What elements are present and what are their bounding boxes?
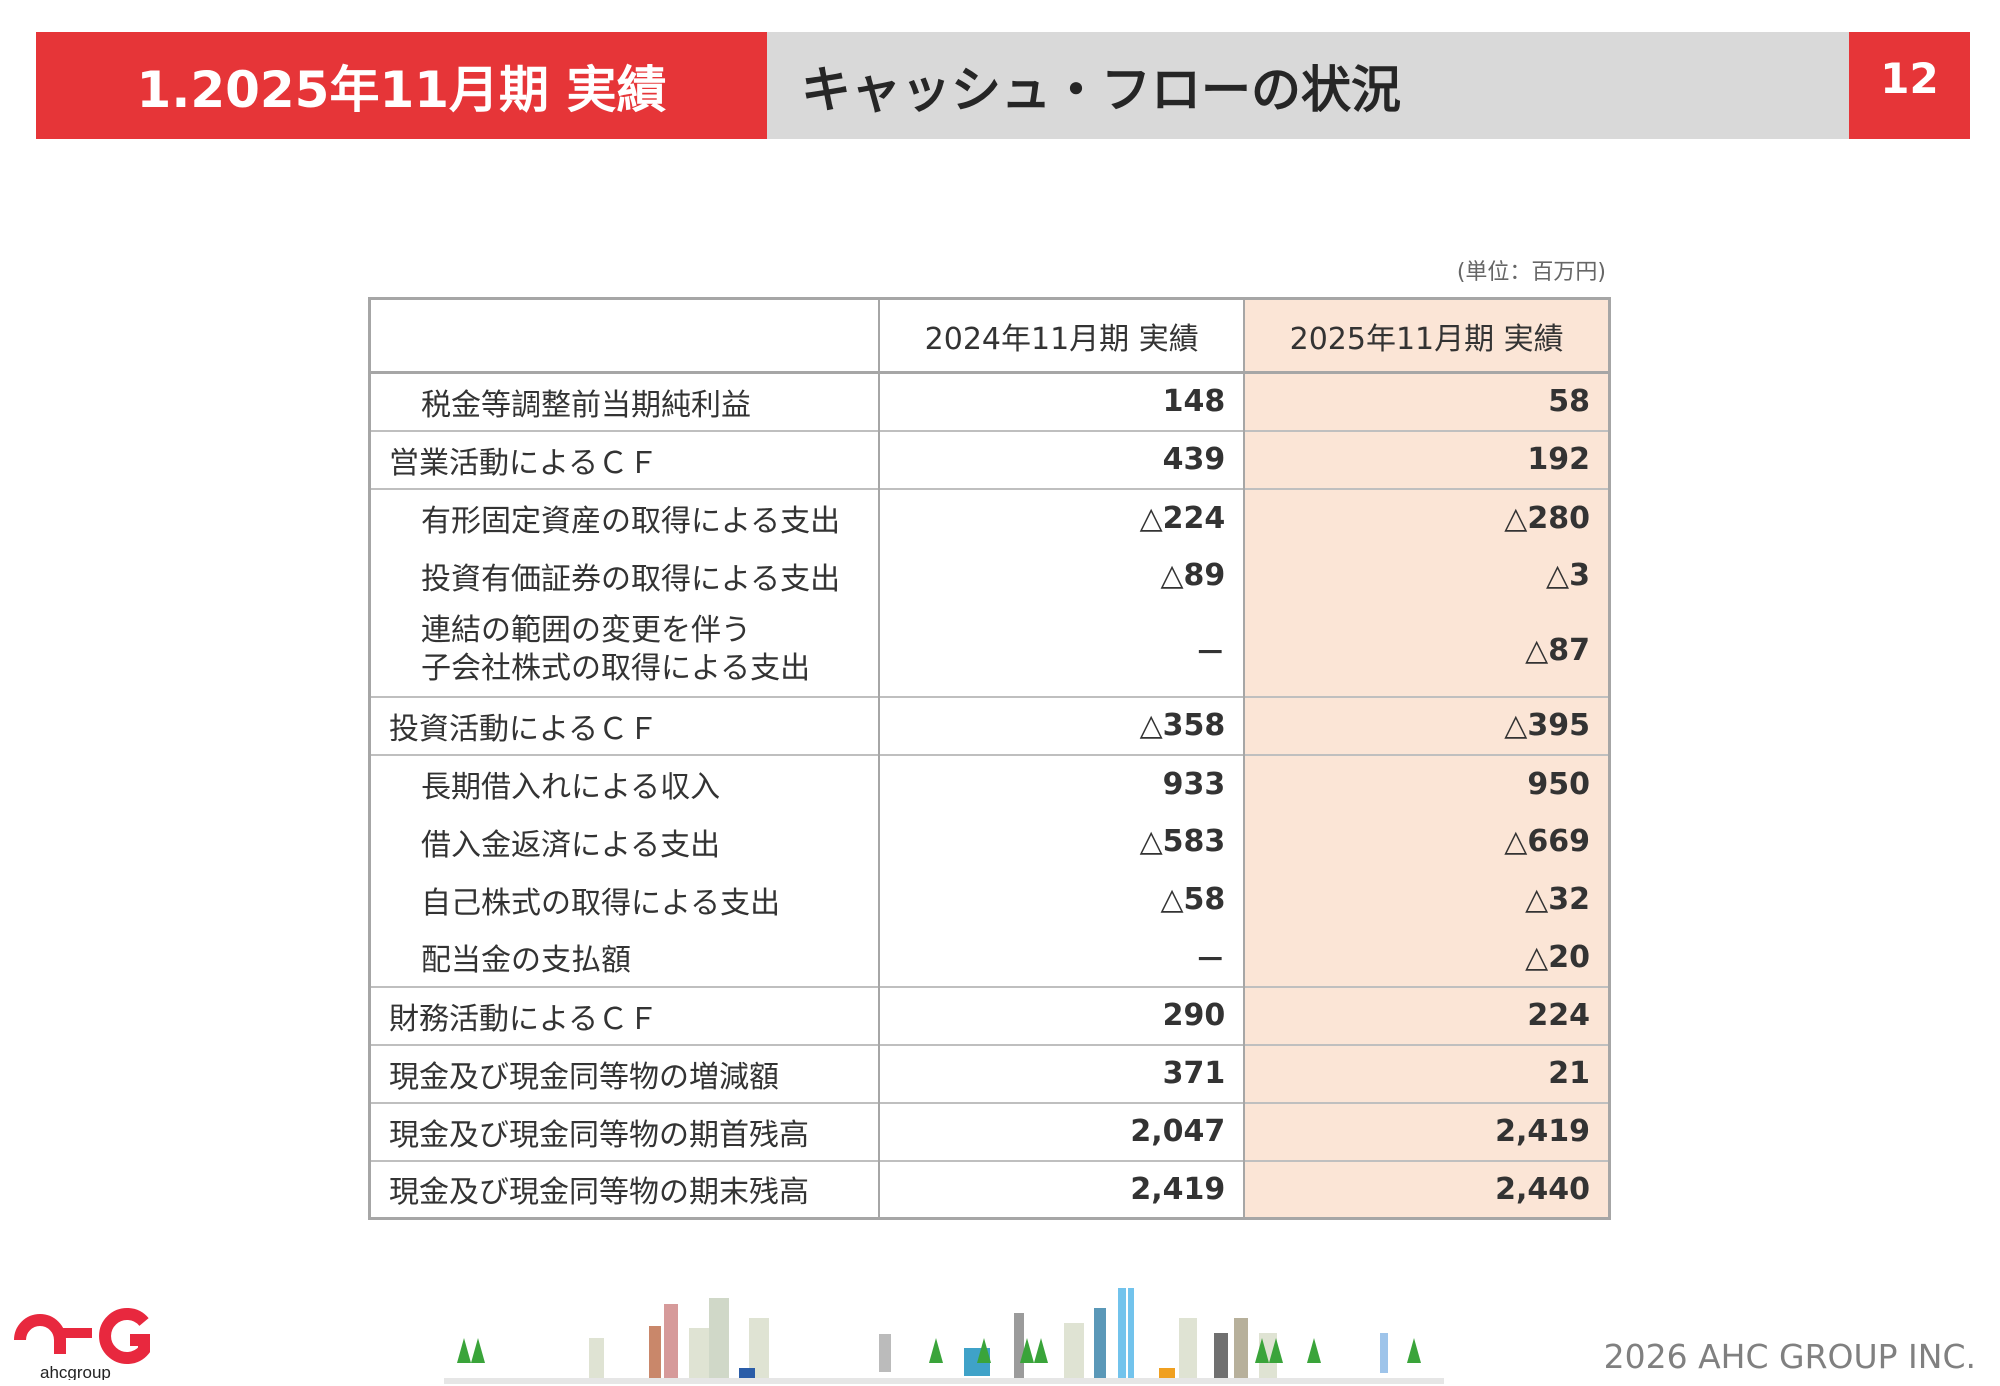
- value-2024: △358: [878, 695, 1246, 755]
- value-2024: 148: [878, 371, 1246, 431]
- value-2025: △669: [1243, 812, 1611, 871]
- table-row: 税金等調整前当期純利益 148 58: [368, 371, 1611, 431]
- value-2024: －: [878, 928, 1246, 987]
- copyright: 2026 AHC GROUP INC.: [1603, 1337, 1976, 1376]
- header-2025: 2025年11月期 実績: [1243, 298, 1611, 374]
- table-row: 現金及び現金同等物の期首残高 2,047 2,419: [368, 1101, 1611, 1161]
- row-label: 配当金の支払額: [368, 928, 881, 987]
- table-row: 連結の範囲の変更を伴う 子会社株式の取得による支出－ △87: [368, 604, 1611, 697]
- row-label: 投資有価証券の取得による支出: [368, 546, 881, 605]
- page-number: 12: [1849, 32, 1970, 139]
- row-label: 借入金返済による支出: [368, 812, 881, 871]
- value-2025: △20: [1243, 928, 1611, 987]
- value-2024: 2,419: [878, 1159, 1246, 1219]
- table-row: 財務活動によるＣＦ 290 224: [368, 985, 1611, 1045]
- row-label-text: 現金及び現金同等物の増減額: [389, 1059, 779, 1095]
- ahc-logo: ahcgroup: [14, 1308, 150, 1380]
- value-2025: 950: [1243, 753, 1611, 813]
- table-row: 有形固定資産の取得による支出 △224 △280: [368, 487, 1611, 547]
- row-label-text: 現金及び現金同等物の期首残高: [389, 1117, 809, 1153]
- row-label-text: 連結の範囲の変更を伴う: [421, 613, 751, 648]
- table-row: 借入金返済による支出 △583 △669: [368, 812, 1611, 871]
- value-2025: △32: [1243, 870, 1611, 929]
- row-label-text: 有形固定資産の取得による支出: [421, 504, 841, 539]
- row-label: 自己株式の取得による支出: [368, 870, 881, 929]
- row-label: 営業活動によるＣＦ: [368, 429, 881, 489]
- table-row: 営業活動によるＣＦ 439 192: [368, 429, 1611, 489]
- section-title: 1.2025年11月期 実績: [36, 32, 767, 139]
- value-2024: △224: [878, 487, 1246, 547]
- row-label-text: 借入金返済による支出: [421, 827, 721, 863]
- cash-flow-table: 2024年11月期 実績 2025年11月期 実績 税金等調整前当期純利益 148…: [368, 297, 1611, 1220]
- row-label-text: 税金等調整前当期純利益: [421, 387, 751, 423]
- value-2024: 2,047: [878, 1101, 1246, 1161]
- row-label: 現金及び現金同等物の期末残高: [368, 1159, 881, 1219]
- header-2024: 2024年11月期 実績: [878, 298, 1246, 374]
- table-row: 現金及び現金同等物の増減額 371 21: [368, 1043, 1611, 1103]
- value-2025: 21: [1243, 1043, 1611, 1103]
- row-label: 税金等調整前当期純利益: [368, 371, 881, 431]
- value-2024: 290: [878, 985, 1246, 1045]
- unit-label: (単位：百万円): [1456, 260, 1606, 285]
- value-2025: 2,440: [1243, 1159, 1611, 1219]
- value-2025: 224: [1243, 985, 1611, 1045]
- value-2024: －: [878, 604, 1246, 697]
- value-2025: △87: [1243, 604, 1611, 697]
- table-row: 長期借入れによる収入 933 950: [368, 753, 1611, 813]
- table-header-row: 2024年11月期 実績 2025年11月期 実績: [368, 298, 1611, 374]
- value-2025: 192: [1243, 429, 1611, 489]
- row-label: 長期借入れによる収入: [368, 753, 881, 813]
- value-2024: 439: [878, 429, 1246, 489]
- value-2024: 933: [878, 753, 1246, 813]
- value-2025: 2,419: [1243, 1101, 1611, 1161]
- table-row: 自己株式の取得による支出 △58 △32: [368, 870, 1611, 929]
- row-label: 投資活動によるＣＦ: [368, 695, 881, 755]
- table-row: 配当金の支払額 － △20: [368, 928, 1611, 987]
- value-2024: △89: [878, 546, 1246, 605]
- row-label: 現金及び現金同等物の期首残高: [368, 1101, 881, 1161]
- value-2025: △280: [1243, 487, 1611, 547]
- row-label-text: 投資有価証券の取得による支出: [421, 561, 841, 597]
- header-blank: [368, 298, 881, 374]
- cityscape-illustration: [444, 1288, 1444, 1384]
- row-label-text: 投資活動によるＣＦ: [389, 711, 659, 747]
- value-2025: 58: [1243, 371, 1611, 431]
- row-label-text: 配当金の支払額: [421, 943, 631, 978]
- value-2024: 371: [878, 1043, 1246, 1103]
- value-2025: △3: [1243, 546, 1611, 605]
- table-row: 投資活動によるＣＦ △358 △395: [368, 695, 1611, 755]
- row-label-text-line2: 子会社株式の取得による支出: [421, 651, 811, 686]
- row-label-text: 長期借入れによる収入: [421, 770, 721, 805]
- page-title: キャッシュ・フローの状況: [767, 32, 1849, 139]
- value-2025: △395: [1243, 695, 1611, 755]
- row-label-text: 自己株式の取得による支出: [421, 885, 781, 921]
- value-2024: △583: [878, 812, 1246, 871]
- row-label: 現金及び現金同等物の増減額: [368, 1043, 881, 1103]
- table-row: 現金及び現金同等物の期末残高 2,419 2,440: [368, 1159, 1611, 1219]
- row-label-text: 現金及び現金同等物の期末残高: [389, 1175, 809, 1211]
- table-row: 投資有価証券の取得による支出 △89 △3: [368, 546, 1611, 605]
- row-label: 連結の範囲の変更を伴う 子会社株式の取得による支出: [368, 604, 881, 697]
- row-label-text: 営業活動によるＣＦ: [389, 445, 659, 481]
- row-label: 財務活動によるＣＦ: [368, 985, 881, 1045]
- row-label: 有形固定資産の取得による支出: [368, 487, 881, 547]
- svg-text:ahcgroup: ahcgroup: [40, 1363, 111, 1380]
- value-2024: △58: [878, 870, 1246, 929]
- row-label-text: 財務活動によるＣＦ: [389, 1001, 659, 1037]
